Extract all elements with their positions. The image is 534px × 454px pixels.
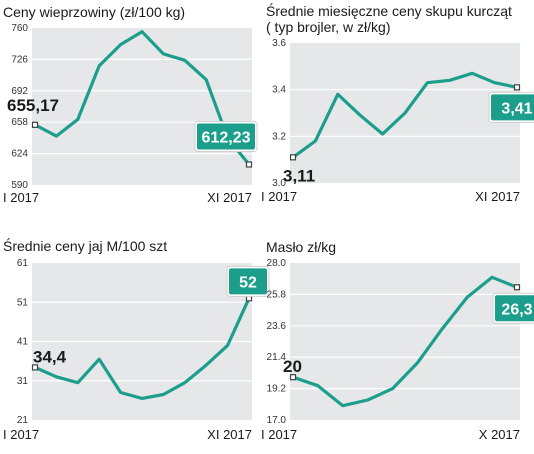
x-end-label: XI 2017 [207,190,252,205]
y-tick-label: 51 [17,297,29,308]
x-end-label: X 2017 [479,427,520,442]
y-tick-label: 28.0 [267,258,287,269]
end-value-label: 52 [239,274,257,291]
end-value-badge [197,123,255,150]
end-marker [513,84,521,91]
x-end-label: XI 2017 [475,189,520,204]
x-start-label: I 2017 [3,427,39,442]
series-line [291,275,519,408]
y-tick-label: 760 [11,23,28,34]
start-value-label: 34,4 [33,347,67,366]
chart-title: Średnie miesięczne ceny skupu kurcząt [266,2,512,19]
chart-title: Ceny wieprzowiny (zł/100 kg) [3,4,185,20]
end-value-badge [229,268,267,295]
y-tick-label: 23.6 [267,321,287,332]
start-marker [31,121,39,128]
chart-panel-3: Średnie ceny jaj M/100 szt 61 51 41 31 21I 20… [3,237,270,442]
chart-panel-1: Ceny wieprzowiny (zł/100 kg) 760 726 692 658… [3,4,258,205]
y-tick-label: 3.2 [272,131,286,142]
chart-title: Masło zł/kg [266,239,336,255]
y-tick-label: 61 [17,258,29,269]
chart-panel-4: Masło zł/kg 28.0 25.8 23.6 21.4 19.2 17.0I 201… [261,239,534,442]
series-line [33,30,251,167]
series-line [33,296,251,400]
y-tick-label: 726 [11,54,28,65]
end-value-label: 3,41 [501,100,532,117]
end-value-badge [491,94,534,121]
start-value-label: 655,17 [7,96,59,115]
y-tick-label: 17.0 [267,415,287,426]
x-end-label: XI 2017 [207,427,252,442]
start-marker [289,154,297,161]
x-start-label: I 2017 [261,427,297,442]
y-tick-label: 21 [17,415,29,426]
end-value-label: 612,23 [202,129,251,146]
series-line [291,71,519,159]
start-marker [289,374,297,381]
y-tick-label: 31 [17,376,29,387]
end-value-label: 26,3 [501,301,532,318]
plot-background [32,28,252,185]
chart-title: Średnie ceny jaj M/100 szt [3,237,167,254]
y-tick-label: 692 [11,86,28,97]
y-tick-label: 25.8 [267,289,287,300]
y-tick-label: 3.6 [272,38,286,49]
y-tick-label: 3.4 [272,85,286,96]
x-start-label: I 2017 [3,190,39,205]
end-value-badge [495,295,534,322]
x-start-label: I 2017 [261,189,297,204]
y-tick-label: 41 [17,337,29,348]
end-marker [245,161,253,168]
y-tick-label: 590 [11,180,28,191]
y-tick-label: 21.4 [267,352,287,363]
start-value-label: 20 [283,357,302,376]
plot-background [290,263,520,420]
end-marker [513,284,521,291]
start-value-label: 3,11 [283,166,315,185]
y-tick-label: 19.2 [267,384,287,395]
chart-panel-2: Średnie miesięczne ceny skupu kurcząt( t… [261,2,534,204]
chart-subtitle: ( typ brojler, w zł/kg) [266,19,390,35]
y-tick-label: 658 [11,117,28,128]
y-tick-label: 3.0 [272,178,286,189]
y-tick-label: 624 [11,149,28,160]
start-marker [31,364,39,371]
